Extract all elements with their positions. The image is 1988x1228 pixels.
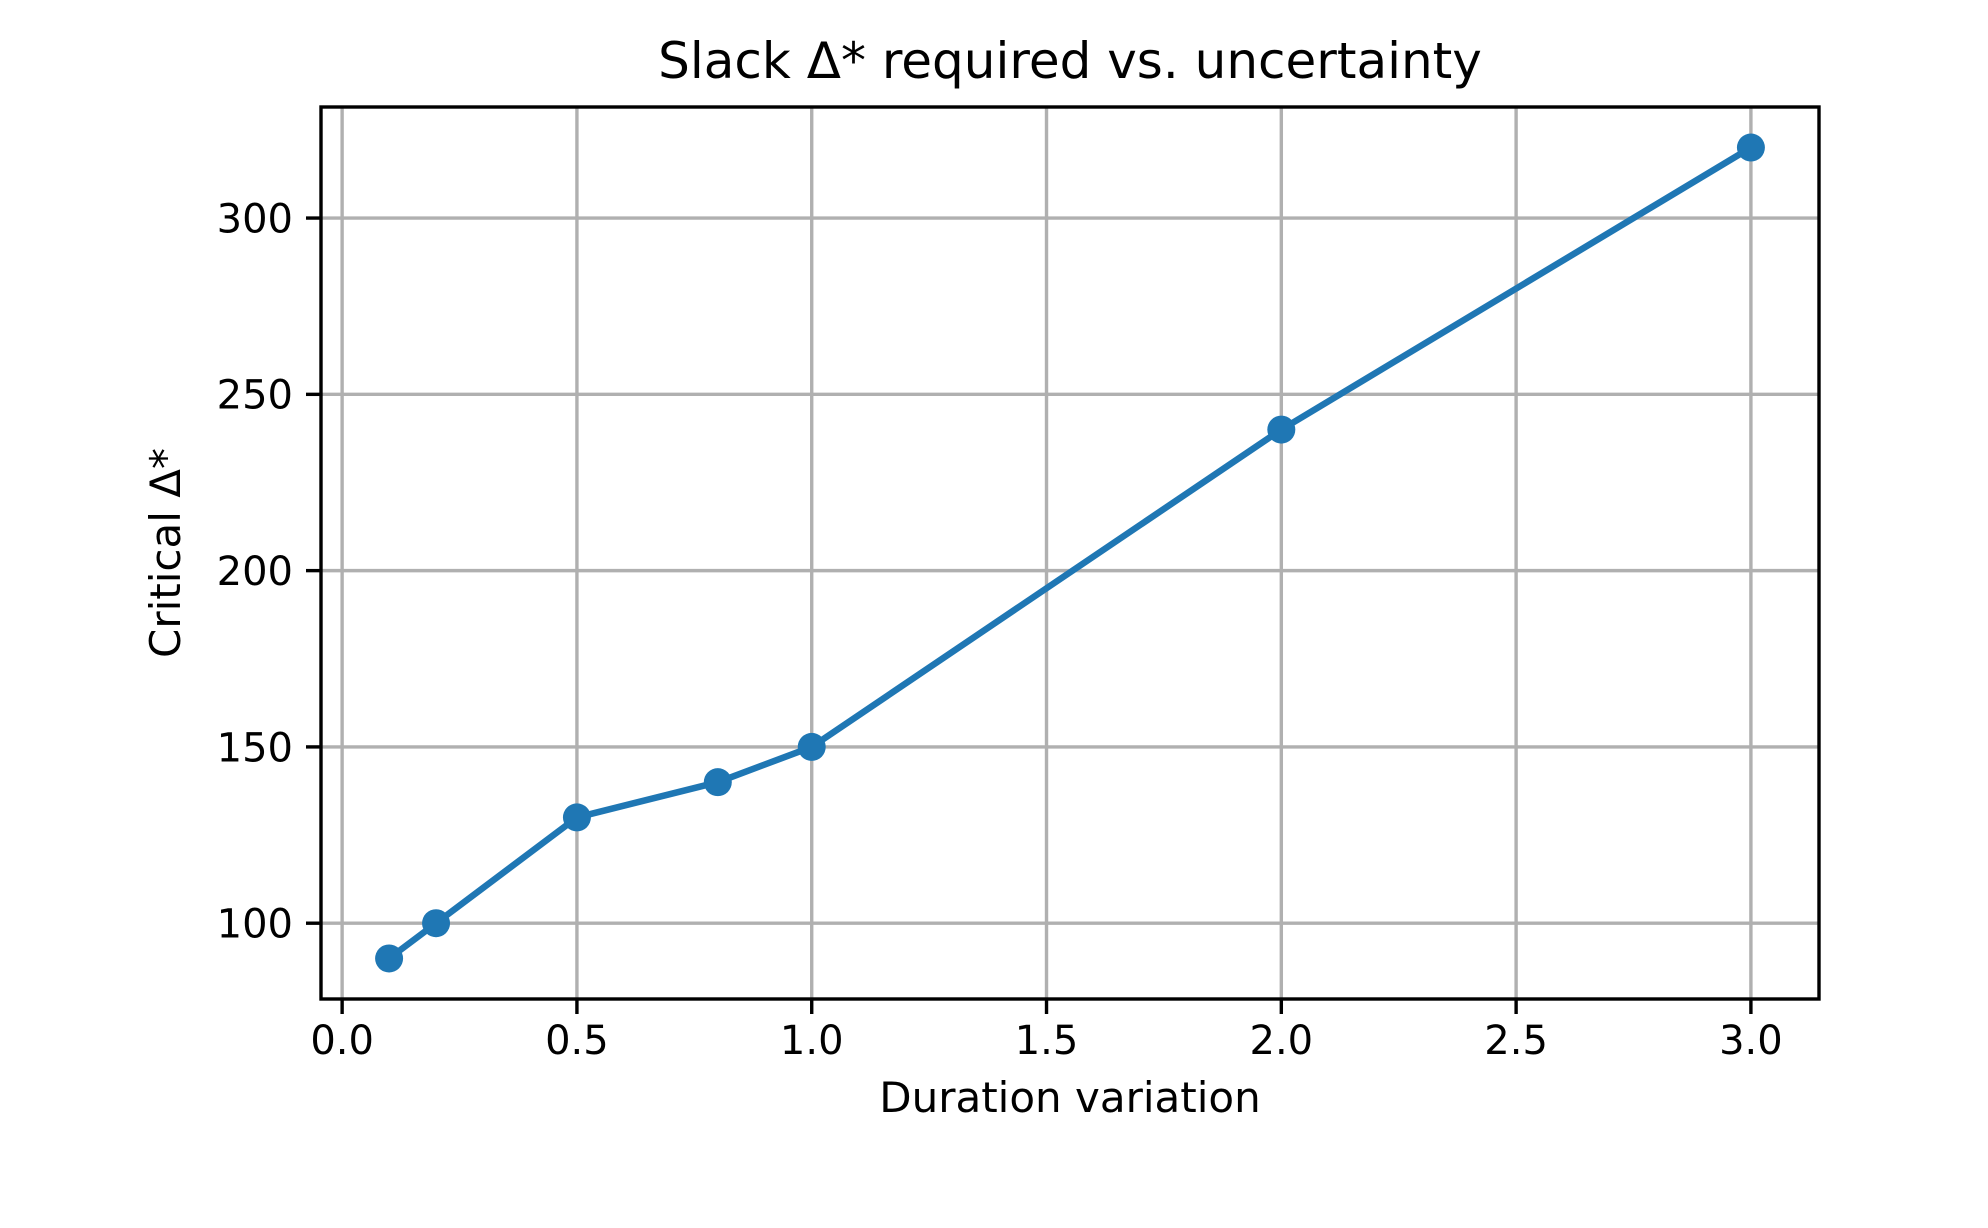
y-tick-label: 250 xyxy=(217,373,293,419)
data-point xyxy=(375,944,404,973)
data-point xyxy=(422,909,451,938)
y-tick-label: 300 xyxy=(217,196,293,242)
y-axis-label: Critical Δ* xyxy=(141,448,190,658)
x-tick-label: 1.0 xyxy=(780,1018,844,1064)
data-point xyxy=(1736,133,1765,162)
y-tick-label: 100 xyxy=(217,902,293,948)
data-point xyxy=(1267,415,1296,444)
x-tick-label: 2.5 xyxy=(1484,1018,1548,1064)
data-point xyxy=(797,732,826,761)
x-tick-label: 0.0 xyxy=(310,1018,374,1064)
x-tick-label: 1.5 xyxy=(1015,1018,1079,1064)
y-tick-label: 200 xyxy=(217,549,293,595)
plot-border xyxy=(319,105,1821,1001)
y-tick-label: 150 xyxy=(217,725,293,771)
series xyxy=(375,133,1765,973)
x-tick-label: 0.5 xyxy=(545,1018,609,1064)
axis-ticks xyxy=(306,216,1753,1014)
data-point xyxy=(703,768,732,797)
data-point xyxy=(562,803,591,832)
chart-title: Slack Δ* required vs. uncertainty xyxy=(658,32,1482,90)
x-tick-label: 3.0 xyxy=(1719,1018,1783,1064)
x-tick-label: 2.0 xyxy=(1250,1018,1314,1064)
tick-labels: 0.0 0.5 1.0 1.5 2.0 2.5 3.0 100 150 200 250 300 xyxy=(217,196,1783,1064)
x-axis-label: Duration variation xyxy=(879,1073,1261,1122)
